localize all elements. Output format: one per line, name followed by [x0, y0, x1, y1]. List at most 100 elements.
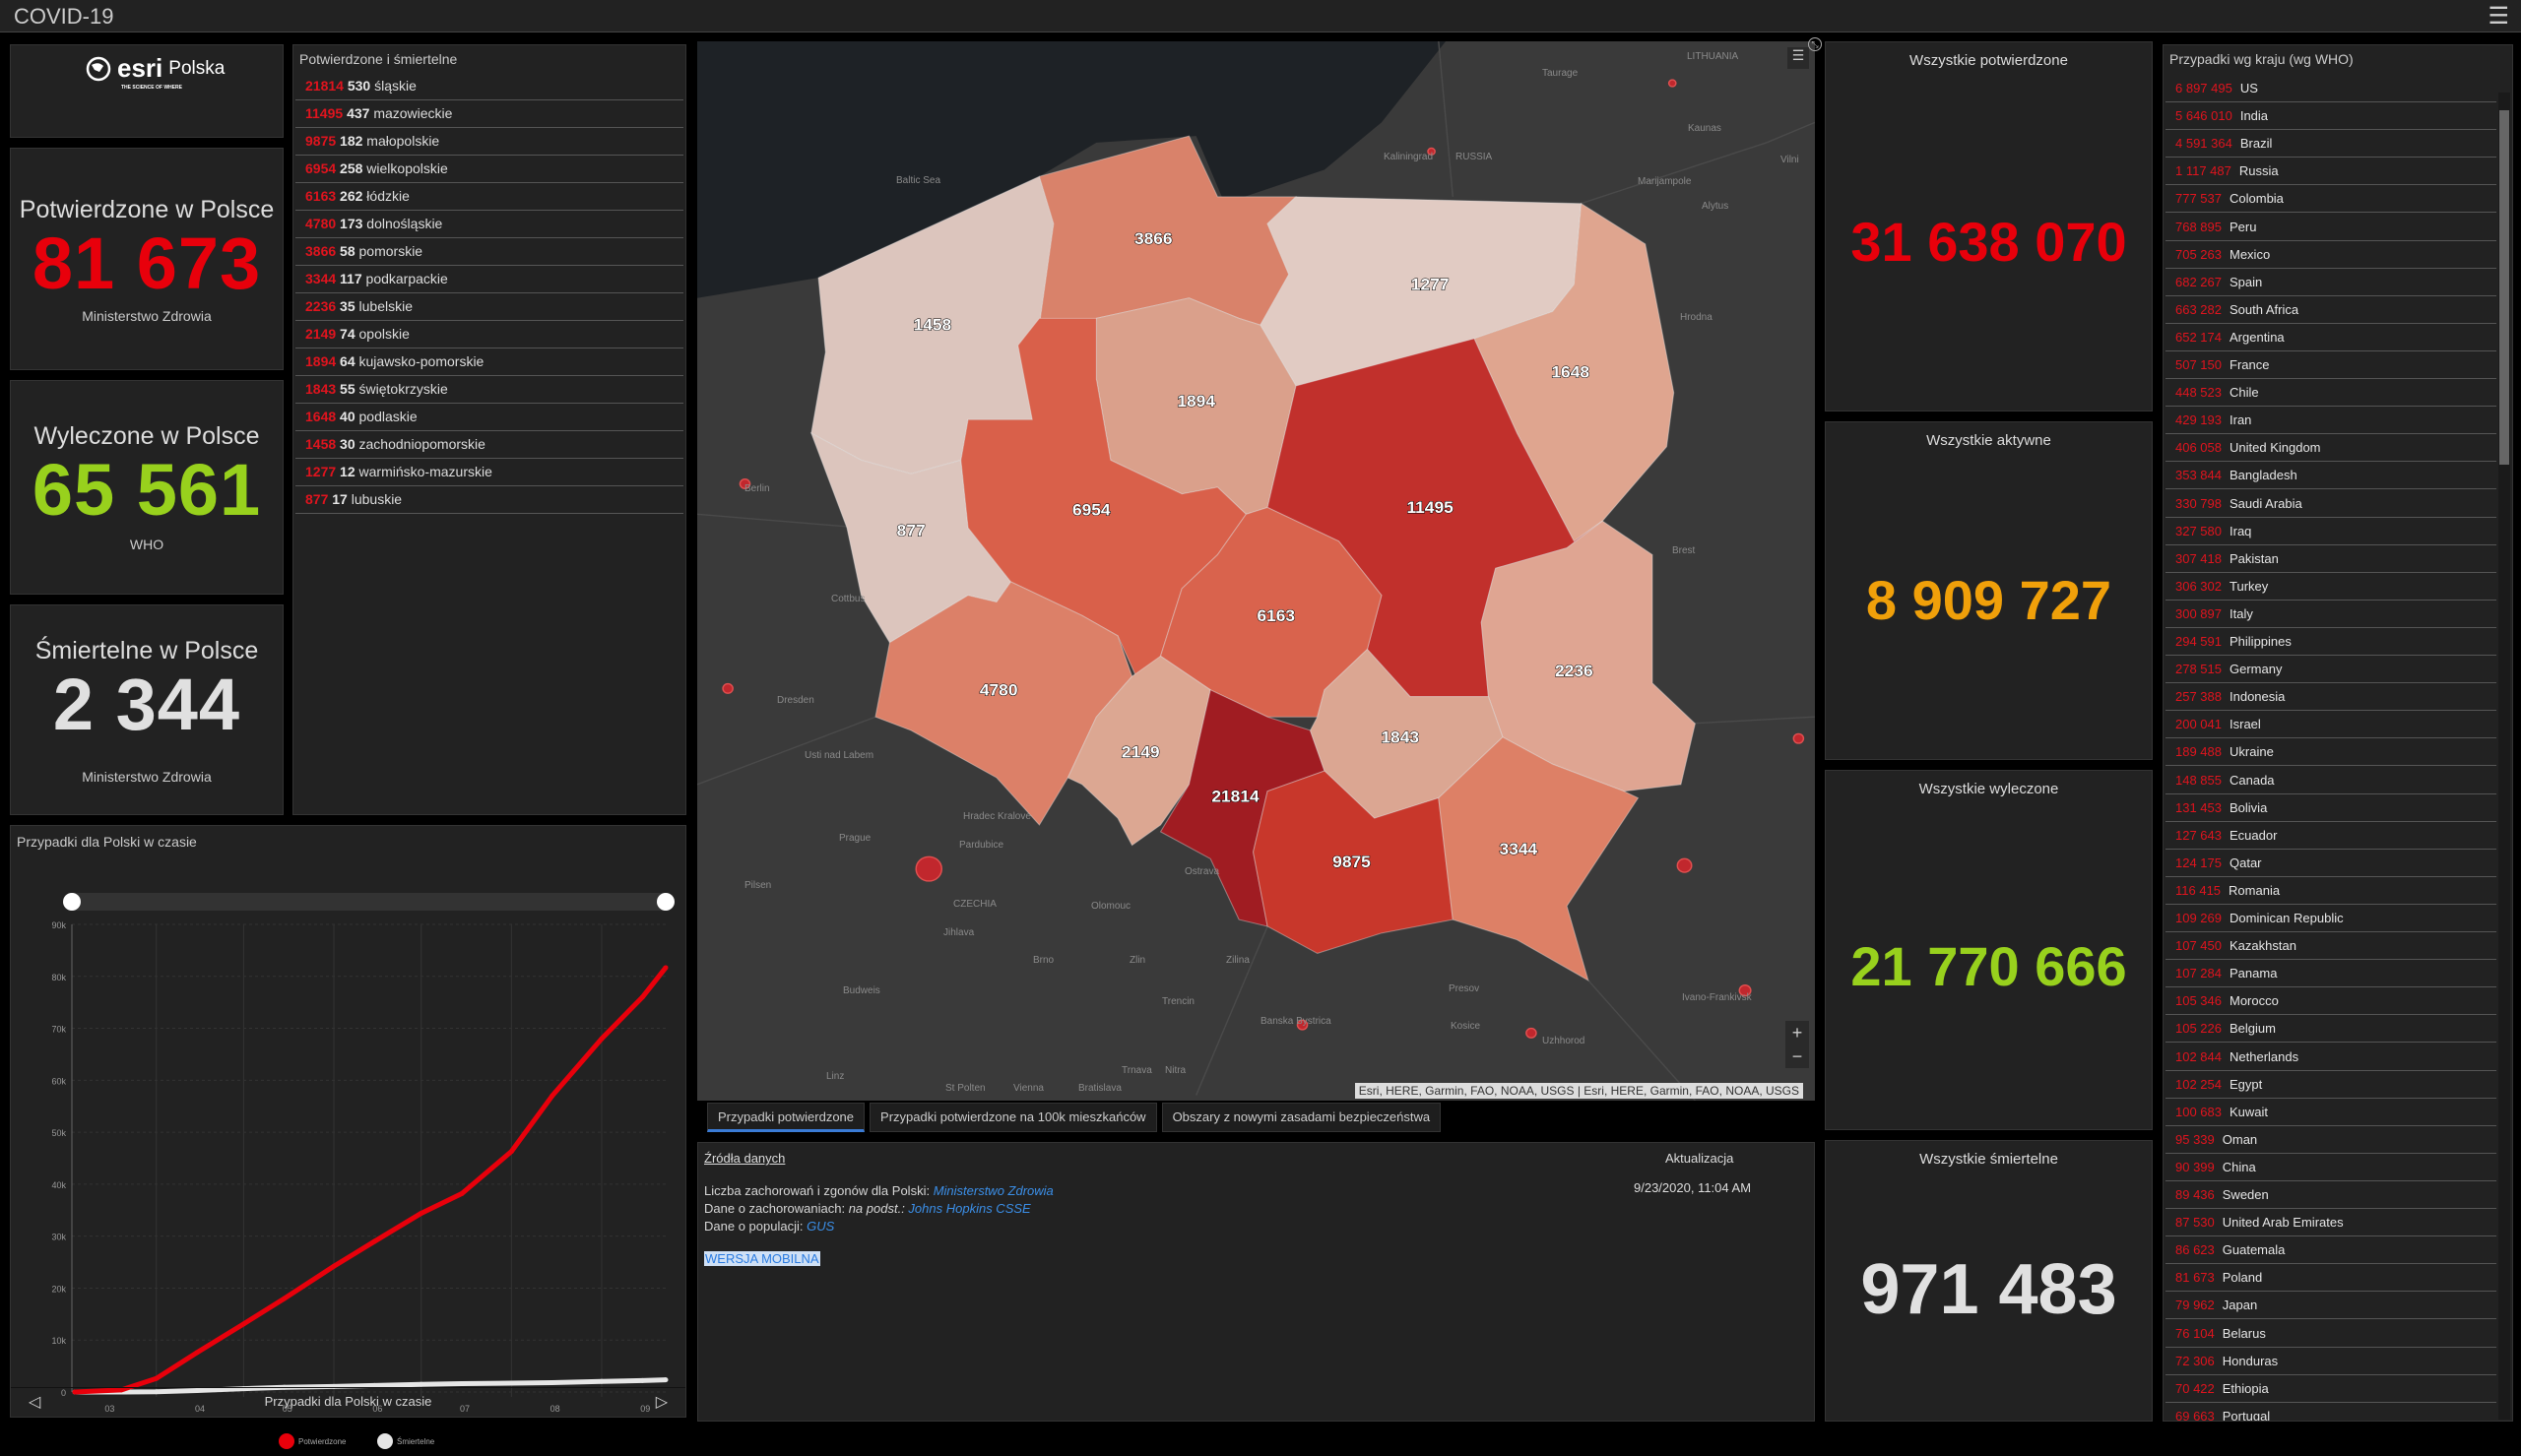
hamburger-icon[interactable]: ☰	[2488, 3, 2509, 30]
scrollbar[interactable]	[2498, 93, 2510, 1420]
country-row[interactable]: 278 515 Germany	[2165, 656, 2496, 684]
country-row[interactable]: 663 282 South Africa	[2165, 296, 2496, 324]
country-row[interactable]: 429 193 Iran	[2165, 407, 2496, 435]
country-row[interactable]: 109 269 Dominican Republic	[2165, 905, 2496, 932]
province-row[interactable]: 1843 55 świętokrzyskie	[295, 376, 683, 404]
country-row[interactable]: 70 422 Ethiopia	[2165, 1375, 2496, 1403]
country-row[interactable]: 406 058 United Kingdom	[2165, 434, 2496, 463]
country-row[interactable]: 148 855 Canada	[2165, 767, 2496, 794]
fullscreen-icon[interactable]: ⤡	[1808, 37, 1822, 51]
country-row[interactable]: 300 897 Italy	[2165, 601, 2496, 628]
country-row[interactable]: 5 646 010 India	[2165, 102, 2496, 131]
legend-marker[interactable]	[279, 1433, 294, 1449]
country-row[interactable]: 768 895 Peru	[2165, 214, 2496, 241]
tab-confirmed[interactable]: Przypadki potwierdzone	[707, 1103, 866, 1132]
province-row[interactable]: 6163 262 łódzkie	[295, 183, 683, 211]
country-row[interactable]: 86 623 Guatemala	[2165, 1236, 2496, 1265]
country-row[interactable]: 102 844 Netherlands	[2165, 1044, 2496, 1071]
country-row[interactable]: 1 117 487 Russia	[2165, 158, 2496, 186]
region-malopolskie[interactable]	[1253, 770, 1454, 954]
country-row[interactable]: 257 388 Indonesia	[2165, 683, 2496, 712]
country-row[interactable]: 777 537 Colombia	[2165, 185, 2496, 214]
country-row[interactable]: 81 673 Poland	[2165, 1264, 2496, 1293]
country-row[interactable]: 107 284 Panama	[2165, 960, 2496, 988]
province-row[interactable]: 1458 30 zachodniopomorskie	[295, 431, 683, 459]
range-slider-handle-start[interactable]	[63, 893, 81, 911]
country-row[interactable]: 4 591 364 Brazil	[2165, 130, 2496, 158]
country-row[interactable]: 90 399 China	[2165, 1154, 2496, 1181]
chevron-right-icon[interactable]: ▷	[655, 1394, 668, 1411]
zoom-in-button[interactable]: +	[1791, 1023, 1803, 1043]
country-row[interactable]: 72 306 Honduras	[2165, 1348, 2496, 1375]
province-row[interactable]: 4780 173 dolnośląskie	[295, 211, 683, 238]
region-podkarpackie[interactable]	[1438, 736, 1640, 981]
range-slider-handle-end[interactable]	[657, 893, 675, 911]
mobile-version-link[interactable]: WERSJA MOBILNA	[704, 1251, 820, 1266]
source-label-italic: na podst.:	[848, 1201, 909, 1216]
country-row[interactable]: 102 254 Egypt	[2165, 1071, 2496, 1099]
country-row[interactable]: 95 339 Oman	[2165, 1126, 2496, 1154]
country-row[interactable]: 116 415 Romania	[2165, 877, 2496, 905]
province-row[interactable]: 3344 117 podkarpackie	[295, 266, 683, 293]
tab-confirmed-per-100k[interactable]: Przypadki potwierdzone na 100k mieszkańc…	[870, 1103, 1157, 1132]
province-row[interactable]: 11495 437 mazowieckie	[295, 100, 683, 128]
country-row[interactable]: 682 267 Spain	[2165, 269, 2496, 296]
country-name: Belgium	[2230, 1021, 2276, 1037]
province-row[interactable]: 21814 530 śląskie	[295, 73, 683, 100]
chevron-left-icon[interactable]: ◁	[29, 1394, 41, 1411]
country-row[interactable]: 200 041 Israel	[2165, 711, 2496, 739]
country-row[interactable]: 105 226 Belgium	[2165, 1015, 2496, 1044]
country-row[interactable]: 107 450 Kazakhstan	[2165, 932, 2496, 961]
country-row[interactable]: 76 104 Belarus	[2165, 1320, 2496, 1348]
country-row[interactable]: 189 488 Ukraine	[2165, 738, 2496, 767]
country-row[interactable]: 306 302 Turkey	[2165, 573, 2496, 601]
country-row[interactable]: 327 580 Iraq	[2165, 518, 2496, 545]
region-opolskie[interactable]	[1067, 655, 1211, 847]
province-row[interactable]: 6954 258 wielkopolskie	[295, 156, 683, 183]
province-row[interactable]: 9875 182 małopolskie	[295, 128, 683, 156]
province-row[interactable]: 2149 74 opolskie	[295, 321, 683, 348]
country-row[interactable]: 131 453 Bolivia	[2165, 794, 2496, 822]
province-row[interactable]: 1648 40 podlaskie	[295, 404, 683, 431]
province-row[interactable]: 2236 35 lubelskie	[295, 293, 683, 321]
country-row[interactable]: 79 962 Japan	[2165, 1292, 2496, 1320]
range-slider-track[interactable]	[72, 893, 666, 911]
province-row[interactable]: 877 17 lubuskie	[295, 486, 683, 514]
tab-new-safety-zones[interactable]: Obszary z nowymi zasadami bezpieczeństwa	[1161, 1103, 1442, 1132]
country-name: United Arab Emirates	[2222, 1215, 2344, 1231]
country-row[interactable]: 448 523 Chile	[2165, 379, 2496, 408]
country-row[interactable]: 127 643 Ecuador	[2165, 822, 2496, 850]
country-row[interactable]: 353 844 Bangladesh	[2165, 462, 2496, 490]
country-row[interactable]: 105 346 Morocco	[2165, 987, 2496, 1016]
country-row[interactable]: 69 663 Portugal	[2165, 1403, 2496, 1421]
country-row[interactable]: 307 418 Pakistan	[2165, 545, 2496, 573]
scrollbar-thumb[interactable]	[2499, 110, 2509, 465]
country-cases: 81 673	[2175, 1270, 2215, 1286]
map-canvas[interactable]: 1458 877 3866 1277 1648 1894 6954 11495 6163 2236…	[697, 41, 1815, 1101]
country-row[interactable]: 89 436 Sweden	[2165, 1181, 2496, 1209]
country-row[interactable]: 294 591 Philippines	[2165, 628, 2496, 656]
sources-title[interactable]: Źródła danych	[704, 1151, 786, 1166]
country-row[interactable]: 652 174 Argentina	[2165, 324, 2496, 351]
country-row[interactable]: 124 175 Qatar	[2165, 850, 2496, 877]
country-row[interactable]: 330 798 Saudi Arabia	[2165, 490, 2496, 518]
country-row[interactable]: 6 897 495 US	[2165, 75, 2496, 102]
map[interactable]: 1458 877 3866 1277 1648 1894 6954 11495 6163 2236…	[697, 41, 1815, 1101]
region-label: 2236	[1555, 662, 1593, 679]
country-list-panel[interactable]: Przypadki wg kraju (wg WHO) 6 897 495 US 5…	[2163, 44, 2513, 1422]
gus-link[interactable]: GUS	[807, 1219, 835, 1234]
province-row[interactable]: 1277 12 warmińsko-mazurskie	[295, 459, 683, 486]
place-label: Jihlava	[943, 927, 975, 938]
country-row[interactable]: 705 263 Mexico	[2165, 241, 2496, 269]
country-row[interactable]: 100 683 Kuwait	[2165, 1099, 2496, 1126]
country-row[interactable]: 507 150 France	[2165, 351, 2496, 379]
legend-marker[interactable]	[377, 1433, 393, 1449]
jhu-link[interactable]: Johns Hopkins CSSE	[908, 1201, 1031, 1216]
country-row[interactable]: 87 530 United Arab Emirates	[2165, 1209, 2496, 1237]
province-row[interactable]: 1894 64 kujawsko-pomorskie	[295, 348, 683, 376]
zoom-out-button[interactable]: −	[1791, 1046, 1803, 1066]
province-row[interactable]: 3866 58 pomorskie	[295, 238, 683, 266]
ministerstwo-link[interactable]: Ministerstwo Zdrowia	[933, 1183, 1054, 1198]
place-label: Banska Bystrica	[1260, 1016, 1331, 1027]
legend-list-icon[interactable]: ☰	[1787, 47, 1809, 69]
